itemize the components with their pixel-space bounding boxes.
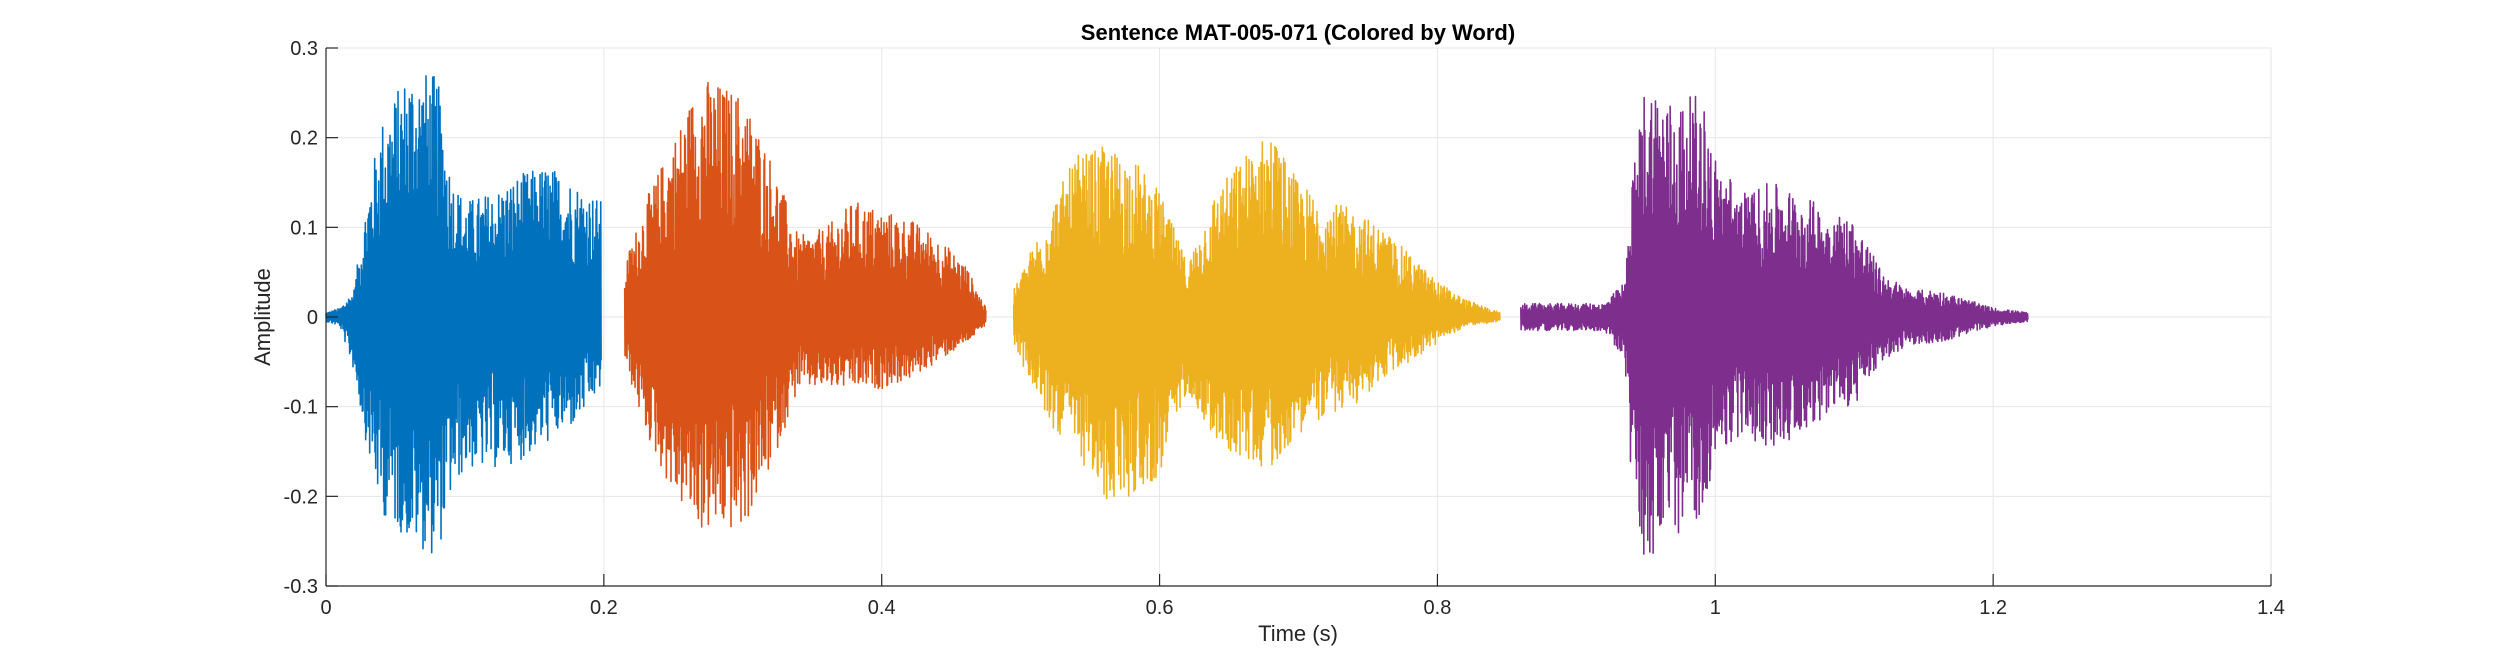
x-tick-label: 0 [320, 597, 331, 619]
word-waveform-1 [325, 75, 602, 554]
chart-title: Sentence MAT-005-071 (Colored by Word) [1081, 20, 1515, 45]
y-axis-title: Amplitude [250, 268, 275, 366]
y-tick-label: 0.2 [290, 128, 318, 150]
y-tick-label: -0.3 [284, 576, 318, 598]
x-tick-label: 1.4 [2257, 597, 2285, 619]
word-waveform-3 [1012, 141, 1501, 500]
x-tick-label: 0.4 [868, 597, 896, 619]
word-waveform-4 [1519, 95, 2029, 555]
word-waveform-2 [623, 81, 987, 528]
y-tick-label: 0.3 [290, 38, 318, 60]
y-tick-label: -0.2 [284, 486, 318, 508]
y-tick-label: -0.1 [284, 397, 318, 419]
y-tick-label: 0.1 [290, 217, 318, 239]
series-layer [325, 75, 2029, 555]
x-tick-label: 1 [1710, 597, 1721, 619]
x-axis-title: Time (s) [1258, 621, 1338, 646]
axes-frame [325, 47, 2272, 587]
y-tick-label: 0 [307, 307, 318, 329]
tick-labels: 0 0.2 0.4 0.6 0.8 1 1.2 1.4 -0.3 -0.2 -0.1 0 0.1 0.2 0… [284, 38, 2285, 619]
x-tick-label: 0.6 [1146, 597, 1174, 619]
x-tick-label: 0.2 [590, 597, 618, 619]
x-tick-label: 1.2 [1979, 597, 2007, 619]
x-tick-label: 0.8 [1424, 597, 1452, 619]
